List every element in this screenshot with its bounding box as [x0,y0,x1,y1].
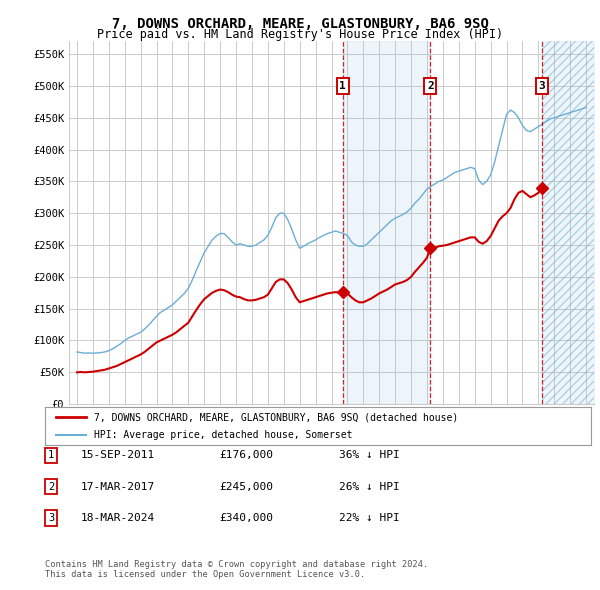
Bar [542,41,594,404]
Text: £340,000: £340,000 [219,513,273,523]
Text: 26% ↓ HPI: 26% ↓ HPI [339,482,400,491]
Text: £176,000: £176,000 [219,451,273,460]
Text: 3: 3 [538,81,545,91]
Text: 2: 2 [48,482,54,491]
Text: 15-SEP-2011: 15-SEP-2011 [81,451,155,460]
Text: 7, DOWNS ORCHARD, MEARE, GLASTONBURY, BA6 9SQ: 7, DOWNS ORCHARD, MEARE, GLASTONBURY, BA… [112,17,488,31]
Text: 7, DOWNS ORCHARD, MEARE, GLASTONBURY, BA6 9SQ (detached house): 7, DOWNS ORCHARD, MEARE, GLASTONBURY, BA… [94,412,458,422]
Text: 36% ↓ HPI: 36% ↓ HPI [339,451,400,460]
Text: 18-MAR-2024: 18-MAR-2024 [81,513,155,523]
Text: Contains HM Land Registry data © Crown copyright and database right 2024.
This d: Contains HM Land Registry data © Crown c… [45,560,428,579]
Text: 17-MAR-2017: 17-MAR-2017 [81,482,155,491]
Bar [343,41,430,404]
Text: £245,000: £245,000 [219,482,273,491]
Text: Price paid vs. HM Land Registry's House Price Index (HPI): Price paid vs. HM Land Registry's House … [97,28,503,41]
Text: HPI: Average price, detached house, Somerset: HPI: Average price, detached house, Some… [94,431,353,441]
Text: 1: 1 [340,81,346,91]
Text: 22% ↓ HPI: 22% ↓ HPI [339,513,400,523]
Text: 1: 1 [48,451,54,460]
Text: 2: 2 [427,81,434,91]
Text: 3: 3 [48,513,54,523]
